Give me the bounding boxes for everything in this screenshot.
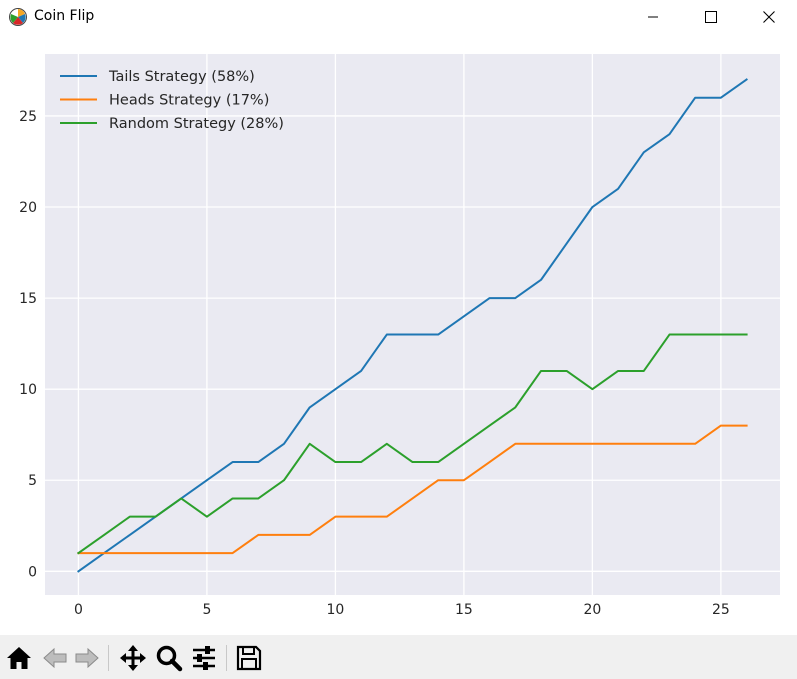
zoom-button[interactable] <box>154 643 184 673</box>
y-tick-label: 25 <box>19 109 37 125</box>
configure-subplots-button[interactable] <box>189 643 219 673</box>
minimize-button[interactable] <box>624 0 682 34</box>
toolbar-separator <box>226 645 227 671</box>
forward-button[interactable] <box>72 643 102 673</box>
x-tick-label: 0 <box>74 602 83 618</box>
y-tick-label: 0 <box>28 564 37 580</box>
pan-icon <box>120 645 146 671</box>
x-tick-label: 10 <box>326 602 344 618</box>
back-button[interactable] <box>40 643 70 673</box>
x-tick-label: 15 <box>455 602 473 618</box>
figure-canvas[interactable]: 0 5 10 15 20 25 0 5 10 15 20 25 Tails Strategy (58%)… <box>0 34 797 635</box>
pan-button[interactable] <box>118 643 148 673</box>
x-tick-label: 20 <box>583 602 601 618</box>
window-title: Coin Flip <box>34 8 95 24</box>
minimize-icon <box>648 16 658 18</box>
navigation-toolbar <box>0 635 797 679</box>
legend-label: Heads Strategy (17%) <box>109 93 269 109</box>
matplotlib-icon <box>9 8 27 26</box>
configure-subplots-icon <box>193 646 215 670</box>
back-arrow-icon <box>43 647 67 669</box>
zoom-icon <box>156 645 183 672</box>
maximize-button[interactable] <box>682 0 740 34</box>
toolbar-separator <box>108 645 109 671</box>
close-icon <box>763 11 775 23</box>
title-bar: Coin Flip <box>0 0 797 34</box>
y-tick-label: 10 <box>19 382 37 398</box>
line-chart: 0 5 10 15 20 25 0 5 10 15 20 25 Tails Strategy (58%)… <box>19 54 780 618</box>
save-button[interactable] <box>234 643 264 673</box>
y-tick-label: 5 <box>28 473 37 489</box>
y-tick-label: 20 <box>19 200 37 216</box>
series-line-2 <box>77 424 748 555</box>
close-button[interactable] <box>740 0 797 34</box>
save-icon <box>236 645 262 671</box>
x-tick-label: 5 <box>202 602 211 618</box>
legend-label: Random Strategy (28%) <box>109 116 284 132</box>
series-line-1 <box>77 78 748 573</box>
legend-label: Tails Strategy (58%) <box>108 69 255 85</box>
x-tick-label: 25 <box>712 602 730 618</box>
series-line-3 <box>77 333 748 555</box>
maximize-icon <box>705 11 717 23</box>
y-tick-label: 15 <box>19 291 37 307</box>
home-icon <box>7 647 31 669</box>
forward-arrow-icon <box>75 647 99 669</box>
plot-area <box>45 54 780 595</box>
home-button[interactable] <box>4 643 34 673</box>
